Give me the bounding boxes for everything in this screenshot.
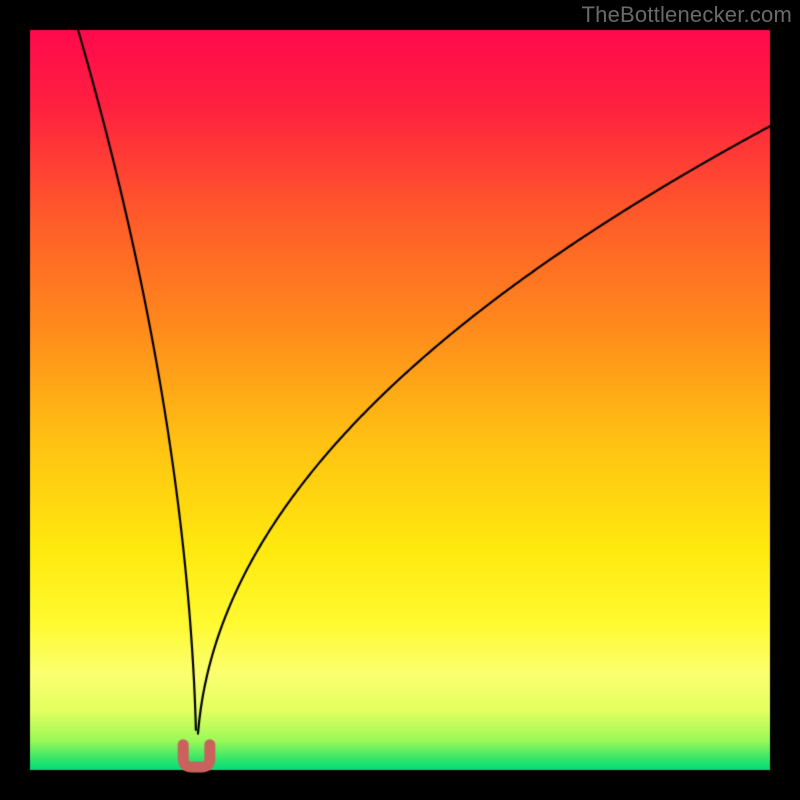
bottleneck-curve (0, 0, 800, 800)
watermark-text: TheBottlenecker.com (582, 2, 792, 28)
chart-stage: TheBottlenecker.com (0, 0, 800, 800)
